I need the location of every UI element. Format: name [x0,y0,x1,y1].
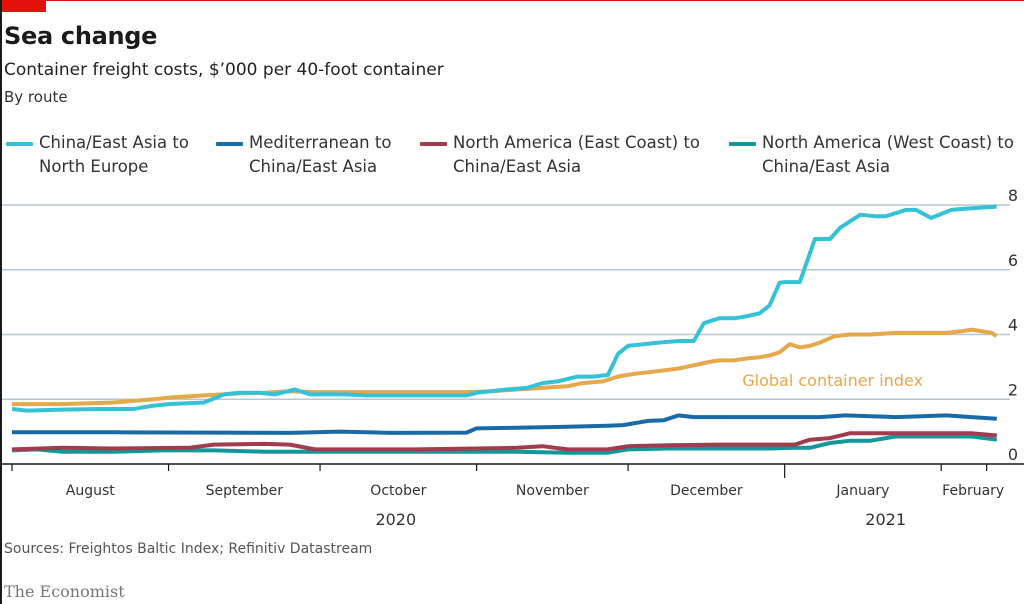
legend-label: Mediterranean to China/East Asia [249,131,391,179]
series-line-global-container-index [12,327,998,407]
chart-subsubtitle: By route [4,88,68,106]
x-tick-label-january: January [835,483,889,499]
legend-label: China/East Asia to North Europe [39,131,189,179]
legend-label-line: North Europe [39,157,149,176]
series-line-mediterranean-to-china-east-asia [12,413,997,435]
x-tick-label-august: August [66,483,116,499]
legend-item: North America (West Coast) to China/East … [729,131,1014,179]
legend-item: China/East Asia to North Europe [6,131,189,179]
y-tick-label-6: 6 [1008,251,1018,270]
x-tick-label-december: December [670,483,743,499]
year-label-2020: 2020 [375,510,416,529]
x-tick-label-october: October [370,483,426,499]
legend-swatch [420,142,447,146]
chart-subtitle: Container freight costs, $’000 per 40-fo… [4,60,444,80]
y-tick-label-0: 0 [1008,445,1018,464]
legend-item: North America (East Coast) to China/East … [420,131,700,179]
economist-red-tab [0,0,46,12]
legend-item: Mediterranean to China/East Asia [216,131,391,179]
x-tick-label-february: February [942,483,1004,499]
y-tick-label-4: 4 [1008,316,1018,335]
left-border [0,0,2,604]
legend-label: North America (West Coast) to China/East … [762,131,1014,179]
chart-title: Sea change [4,22,158,50]
legend-label-line: North America (West Coast) to [762,133,1014,152]
y-tick-label-8: 8 [1008,186,1018,205]
legend-swatch [729,142,756,146]
legend-label-line: North America (East Coast) to [453,133,701,152]
legend-swatch [216,142,243,146]
legend-label-line: China/East Asia [762,157,891,176]
series-line-north-america-west-coast-to-china-east-asia [11,434,998,455]
legend-label-line: China/East Asia to [39,133,189,152]
legend-swatch [6,142,33,146]
year-label-2021: 2021 [865,510,906,529]
y-tick-label-2: 2 [1008,380,1018,399]
x-tick-label-september: September [206,483,284,499]
legend-label: North America (East Coast) to China/East … [453,131,700,179]
top-rule [0,0,1024,1]
annotation-global-container-index: Global container index [742,371,923,390]
source-note: Sources: Freightos Baltic Index; Refinit… [4,541,373,557]
legend-label-line: Mediterranean to [249,133,392,152]
series-line-china-east-asia-to-north-europe [11,204,997,413]
economist-logo: The Economist [4,582,125,601]
series-line-north-america-east-coast-to-china-east-asia [11,431,997,452]
x-tick-label-november: November [516,483,589,499]
legend-label-line: China/East Asia [453,157,582,176]
legend-label-line: China/East Asia [249,157,378,176]
